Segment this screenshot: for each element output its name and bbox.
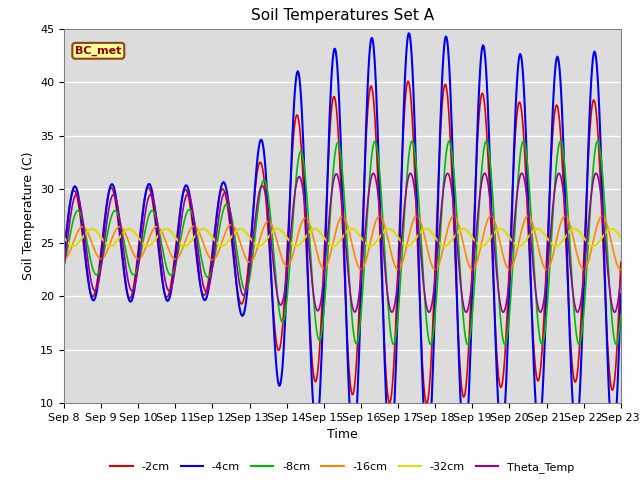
Text: BC_met: BC_met	[75, 46, 122, 56]
Legend: -2cm, -4cm, -8cm, -16cm, -32cm, Theta_Temp: -2cm, -4cm, -8cm, -16cm, -32cm, Theta_Te…	[106, 457, 579, 477]
X-axis label: Time: Time	[327, 429, 358, 442]
Title: Soil Temperatures Set A: Soil Temperatures Set A	[251, 9, 434, 24]
Y-axis label: Soil Temperature (C): Soil Temperature (C)	[22, 152, 35, 280]
